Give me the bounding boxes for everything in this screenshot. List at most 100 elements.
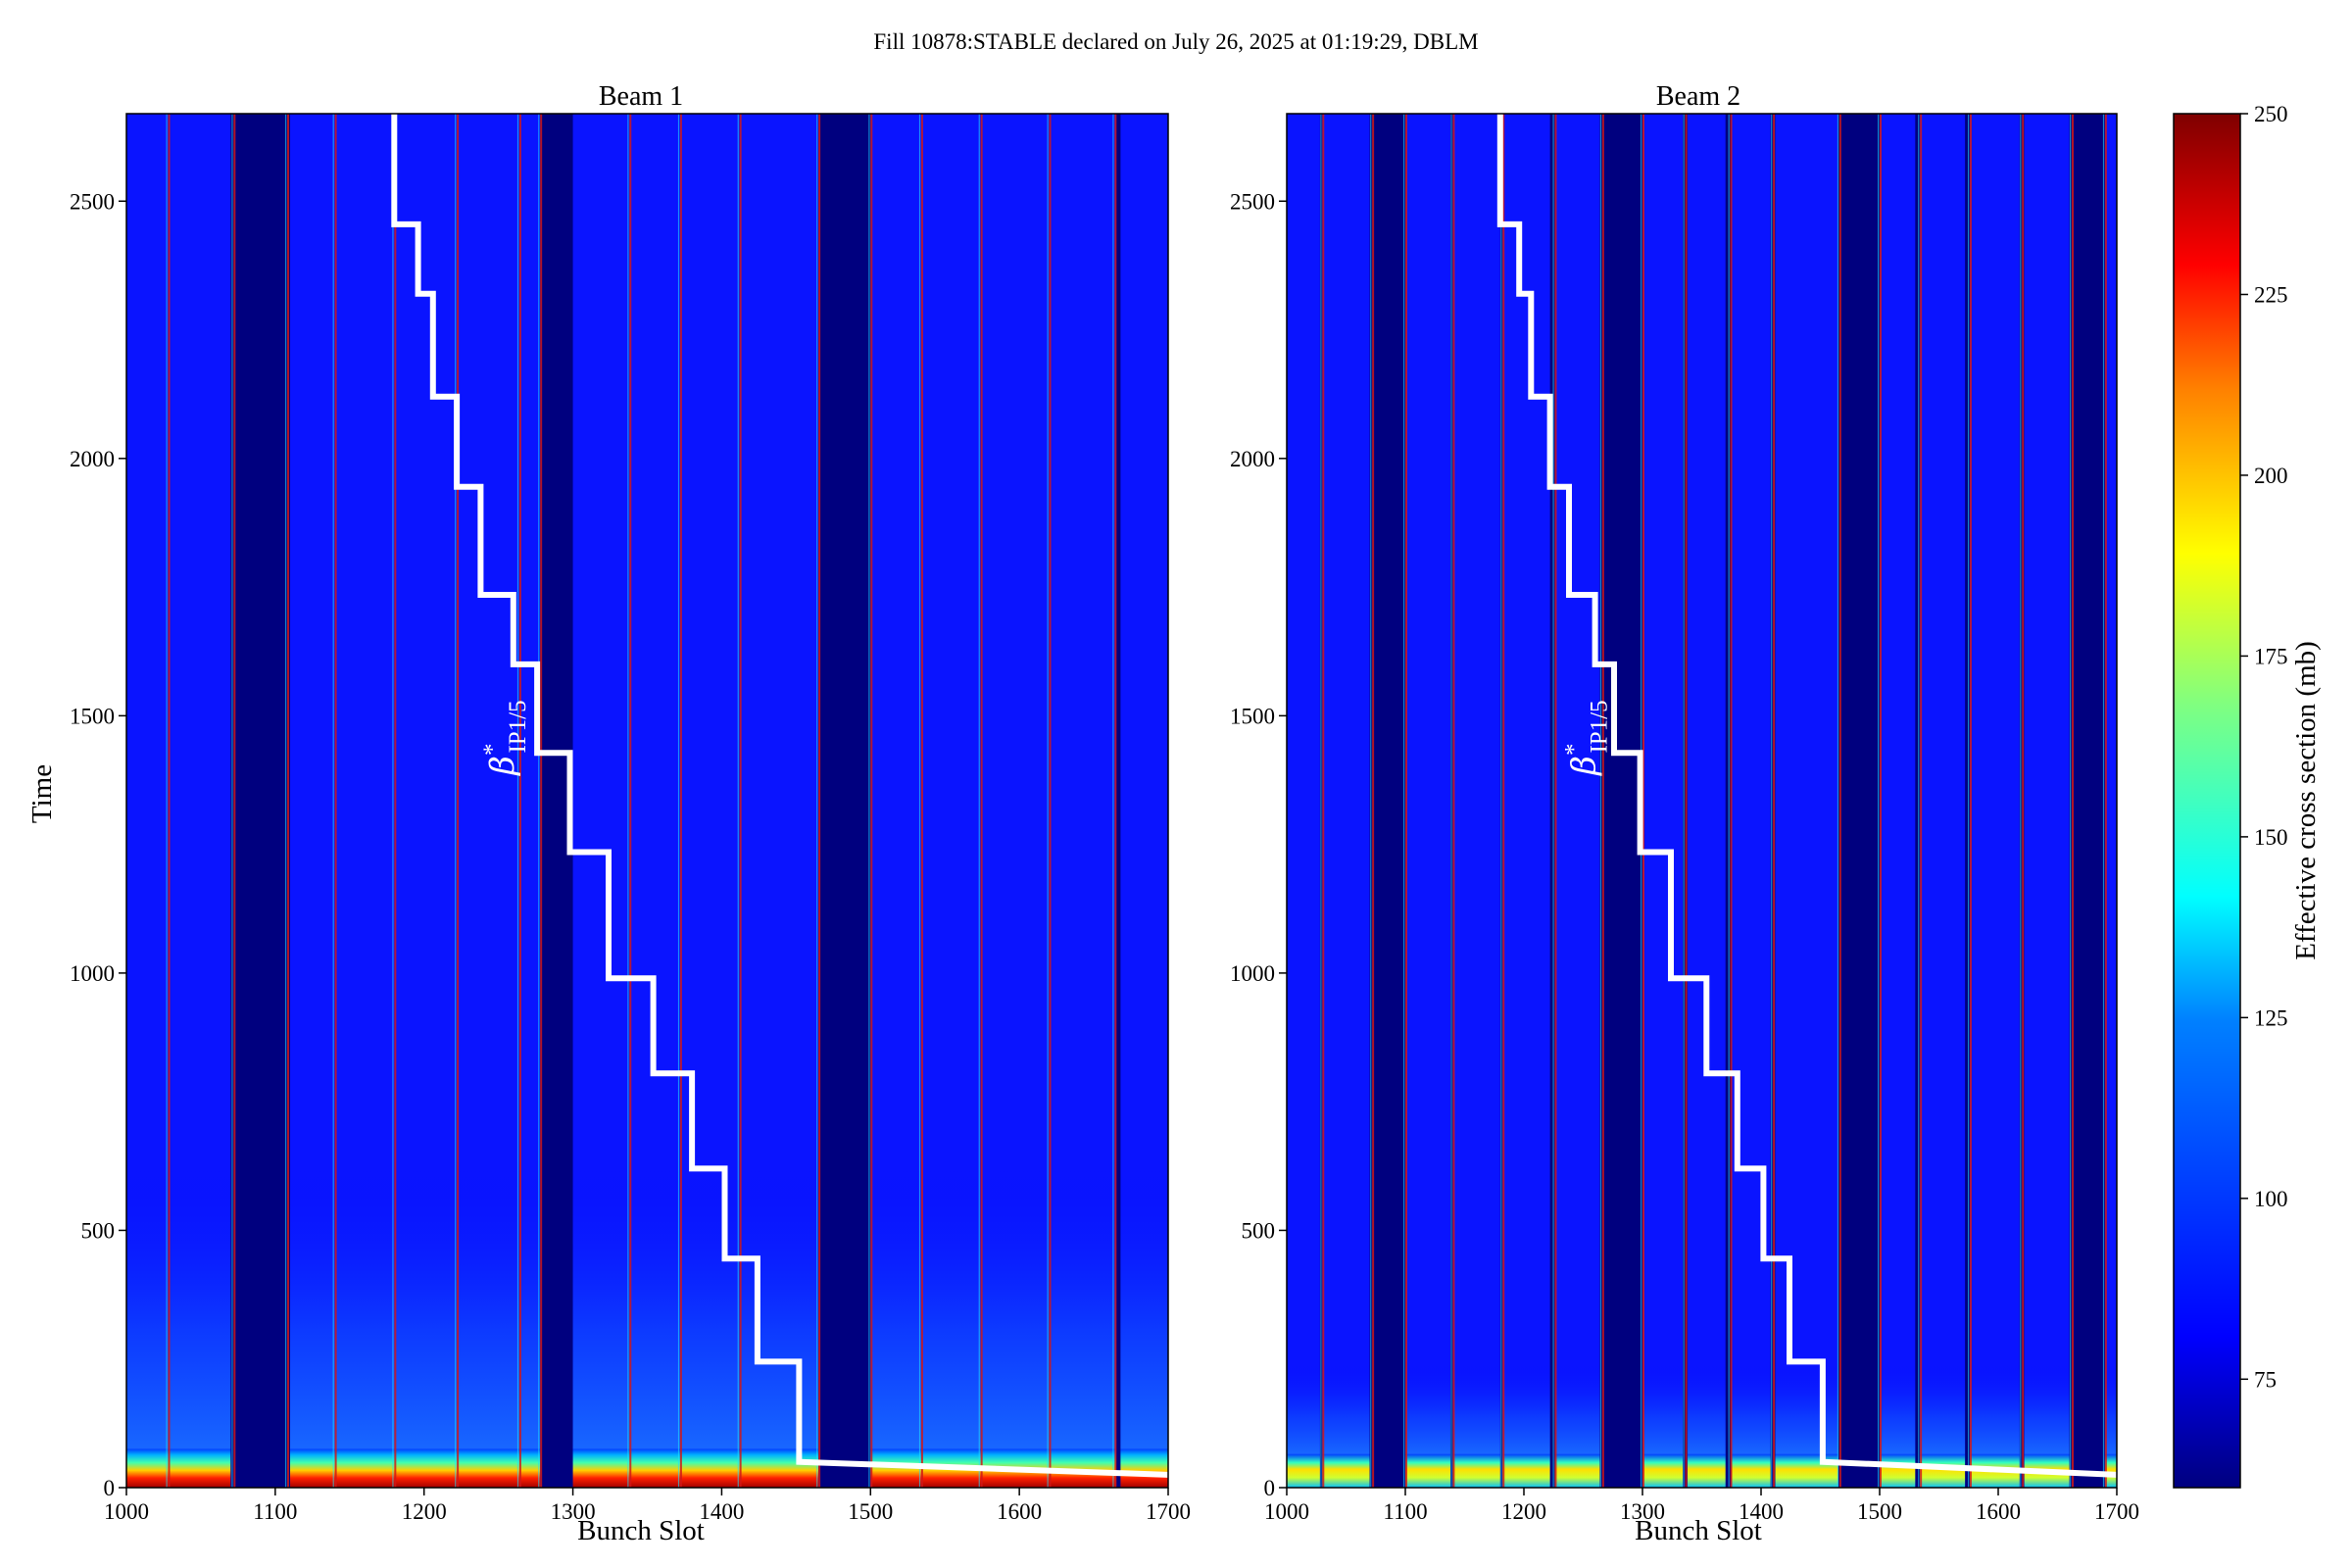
beam2-ytick-label: 2500 bbox=[1230, 189, 1275, 214]
beam1-beta-star-line bbox=[391, 114, 1169, 1478]
beam2-edge-line bbox=[1405, 114, 1407, 1488]
beam2-beta-superscript: * bbox=[1561, 744, 1588, 757]
beam1-edge-line-cyan bbox=[332, 114, 334, 1488]
beam2-bunch-train bbox=[1322, 114, 1370, 1488]
beam2-beta-subscript: IP1/5 bbox=[1587, 700, 1613, 753]
beam2-xtick-label: 1100 bbox=[1383, 1499, 1427, 1524]
beam2-bunch-train bbox=[1920, 114, 1966, 1488]
beam2-decay-tail bbox=[1287, 1358, 1320, 1454]
beam2-edge-line-cyan bbox=[1552, 114, 1554, 1488]
beam2-empty-slots bbox=[2072, 114, 2103, 1488]
beam1-edge-line bbox=[920, 114, 923, 1488]
beam1-decay-tail bbox=[1120, 1152, 1168, 1449]
beam1-decay-tail bbox=[126, 1152, 231, 1449]
beam2-startup-band bbox=[1502, 1453, 1550, 1488]
beam1-beta-label: β*IP1/5 bbox=[479, 700, 531, 776]
beam1-edge-line-cyan bbox=[918, 114, 921, 1488]
beam2-edge-line-cyan bbox=[1599, 114, 1602, 1488]
beam2-edge-line-cyan bbox=[1771, 114, 1773, 1488]
beam2-edge-line bbox=[1322, 114, 1325, 1488]
beam2-edge-line-cyan bbox=[1403, 114, 1405, 1488]
beam2-edge-line bbox=[2104, 114, 2107, 1488]
beam1-edge-line-cyan bbox=[516, 114, 519, 1488]
beam1-edge-line-cyan bbox=[816, 114, 818, 1488]
beam2-startup-band bbox=[1920, 1453, 1966, 1488]
colorbar-gradient bbox=[2173, 113, 2241, 1489]
beam1-ytick-label: 2000 bbox=[70, 447, 115, 471]
beam2-edge-line-cyan bbox=[1918, 114, 1920, 1488]
beam2-bunch-train bbox=[1554, 114, 1600, 1488]
beam2-decay-tail bbox=[1687, 1358, 1726, 1454]
beam2-startup-band bbox=[1731, 1453, 1771, 1488]
beam2-decay-tail bbox=[1642, 1358, 1684, 1454]
beam2-xtick-label: 1500 bbox=[1857, 1499, 1902, 1524]
beam2-decay-tail bbox=[1322, 1358, 1370, 1454]
beam1-edge-line bbox=[980, 114, 983, 1488]
beam2-bunch-train bbox=[1405, 114, 1450, 1488]
beam1-empty-slots bbox=[821, 114, 868, 1488]
beam1-edge-line bbox=[739, 114, 742, 1488]
beam2-beta-star-line bbox=[1496, 114, 2118, 1478]
beam2-xtick-label: 1200 bbox=[1501, 1499, 1546, 1524]
beam2-empty-slots bbox=[1369, 114, 1403, 1488]
beam2-bunch-train bbox=[1969, 114, 2020, 1488]
beam1-xtick-label: 1000 bbox=[104, 1499, 149, 1524]
beam2-edge-line bbox=[1880, 114, 1882, 1488]
beam1-edge-line-cyan bbox=[231, 114, 233, 1488]
beam2-startup-band bbox=[1322, 1453, 1370, 1488]
beam2-overlay: β*IP1/5 bbox=[1496, 114, 2118, 1478]
beam2-edge-line-cyan bbox=[2070, 114, 2072, 1488]
beam2-decay-tail bbox=[1502, 1358, 1550, 1454]
beam2-edge-line bbox=[1642, 114, 1644, 1488]
beam2-startup-band bbox=[1405, 1453, 1450, 1488]
beam1-ytick-label: 2500 bbox=[70, 189, 115, 214]
beam2-xtick-label: 1000 bbox=[1264, 1499, 1309, 1524]
figure-suptitle: Fill 10878:STABLE declared on July 26, 2… bbox=[873, 29, 1478, 54]
beam1-edge-line-cyan bbox=[285, 114, 287, 1488]
beam2-edge-line bbox=[1554, 114, 1557, 1488]
beam2-edge-line-cyan bbox=[2102, 114, 2105, 1488]
beam1-edge-line-cyan bbox=[538, 114, 540, 1488]
beam2-edge-line bbox=[1685, 114, 1688, 1488]
beam2-ytick-label: 0 bbox=[1264, 1476, 1276, 1500]
colorbar-label: Effective cross section (mb) bbox=[2290, 641, 2322, 960]
beam1-edge-line-cyan bbox=[868, 114, 870, 1488]
beam1-edge-line-cyan bbox=[1112, 114, 1114, 1488]
beam2-ytick-label: 1500 bbox=[1230, 704, 1275, 728]
beam2-startup-band bbox=[1452, 1453, 1500, 1488]
beam2-edge-line bbox=[2022, 114, 2025, 1488]
beam2-edge-line-cyan bbox=[1878, 114, 1880, 1488]
beam1-decay-tail bbox=[290, 1152, 541, 1449]
colorbar-tick-label: 150 bbox=[2254, 825, 2288, 850]
colorbar-tick-label: 250 bbox=[2254, 102, 2288, 126]
beam1-startup-band bbox=[1120, 1448, 1168, 1488]
beam2-startup-band bbox=[2104, 1453, 2117, 1488]
beam2-bunch-train bbox=[1287, 114, 1320, 1488]
beam2-edge-line bbox=[1838, 114, 1841, 1488]
beam1-edge-line-cyan bbox=[737, 114, 739, 1488]
beam1-xtick-label: 1400 bbox=[699, 1499, 744, 1524]
colorbar-tick-label: 225 bbox=[2254, 282, 2288, 307]
beam2-bunch-train bbox=[2024, 114, 2070, 1488]
colorbar-tick-label: 175 bbox=[2254, 644, 2288, 668]
beam1-edge-line-cyan bbox=[627, 114, 629, 1488]
beam1-edge-line bbox=[287, 114, 290, 1488]
beam1-edge-line bbox=[1049, 114, 1052, 1488]
beam2-empty-slots bbox=[1841, 114, 1878, 1488]
beam2-ytick-label: 500 bbox=[1242, 1218, 1276, 1243]
beam1-startup-band bbox=[126, 1448, 231, 1488]
beam2-bunch-train bbox=[1642, 114, 1684, 1488]
beam2-edge-line bbox=[1452, 114, 1455, 1488]
beam2-edge-line bbox=[1502, 114, 1505, 1488]
beam2-bunch-train bbox=[1687, 114, 1726, 1488]
beam1-edge-line bbox=[394, 114, 397, 1488]
beam2-decay-tail bbox=[1775, 1358, 1838, 1454]
beam1-edge-line-cyan bbox=[978, 114, 980, 1488]
beam2-title: Beam 2 bbox=[1656, 81, 1740, 112]
beam1-decay-tail bbox=[870, 1152, 1116, 1449]
beam1-beta-symbol: β bbox=[483, 756, 522, 777]
beam2-edge-line-cyan bbox=[1728, 114, 1730, 1488]
beam1-edge-line bbox=[818, 114, 821, 1488]
beam2-decay-tail bbox=[1920, 1358, 1966, 1454]
